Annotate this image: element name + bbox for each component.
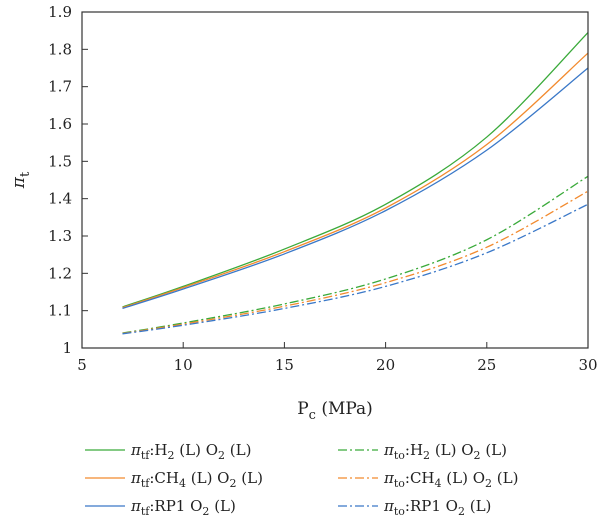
legend-label: πtf:RP1 O2 (L): [130, 497, 236, 518]
x-tick-label: 25: [477, 356, 496, 374]
legend-item: πto:H2 (L) O2 (L): [338, 441, 507, 462]
x-tick-label: 30: [578, 356, 597, 374]
series-line-4: [122, 190, 589, 335]
legend-label: πtf:H2 (L) O2 (L): [130, 441, 251, 462]
legend-label: πto:RP1 O2 (L): [383, 497, 491, 518]
x-axis-label: Pc (MPa): [297, 399, 373, 423]
y-tick-label: 1.7: [48, 78, 72, 96]
legend-label: πto:CH4 (L) O2 (L): [383, 469, 518, 490]
y-tick-label: 1.6: [48, 115, 72, 133]
y-tick-label: 1.9: [48, 3, 72, 21]
legend-item: πtf:CH4 (L) O2 (L): [85, 469, 263, 490]
x-tick-label: 15: [275, 356, 294, 374]
series-line-3: [122, 175, 589, 334]
x-tick-label: 10: [174, 356, 193, 374]
series-layer: [122, 32, 589, 335]
legend-label: πtf:CH4 (L) O2 (L): [130, 469, 263, 490]
axes-layer: 5 10 15 20 25 30 1 1.1 1.2 1.3 1.4 1.5 1.6 1.7 1.8 1.9 P…: [9, 3, 598, 423]
y-tick-label: 1.2: [48, 264, 72, 282]
x-tick-label: 20: [376, 356, 395, 374]
plot-frame: [81, 11, 589, 349]
y-tick-label: 1.4: [48, 190, 72, 208]
series-line-2: [122, 67, 589, 310]
series-line-1: [122, 52, 589, 309]
legend-item: πto:RP1 O2 (L): [338, 497, 491, 518]
y-tick-label: 1.3: [48, 227, 72, 245]
legend-item: πtf:RP1 O2 (L): [85, 497, 236, 518]
y-tick-label: 1: [62, 339, 72, 357]
x-tick-label: 5: [77, 356, 87, 374]
y-tick-label: 1.5: [48, 152, 72, 170]
legend-label: πto:H2 (L) O2 (L): [383, 441, 507, 462]
y-tick-label: 1.8: [48, 40, 72, 58]
y-axis-label: πt: [9, 171, 33, 189]
legend: πtf:H2 (L) O2 (L) πtf:CH4 (L) O2 (L) πtf:R…: [85, 441, 518, 518]
y-tick-label: 1.1: [48, 302, 72, 320]
series-line-5: [122, 203, 589, 335]
legend-item: πtf:H2 (L) O2 (L): [85, 441, 251, 462]
legend-item: πto:CH4 (L) O2 (L): [338, 469, 518, 490]
series-line-0: [122, 32, 589, 308]
